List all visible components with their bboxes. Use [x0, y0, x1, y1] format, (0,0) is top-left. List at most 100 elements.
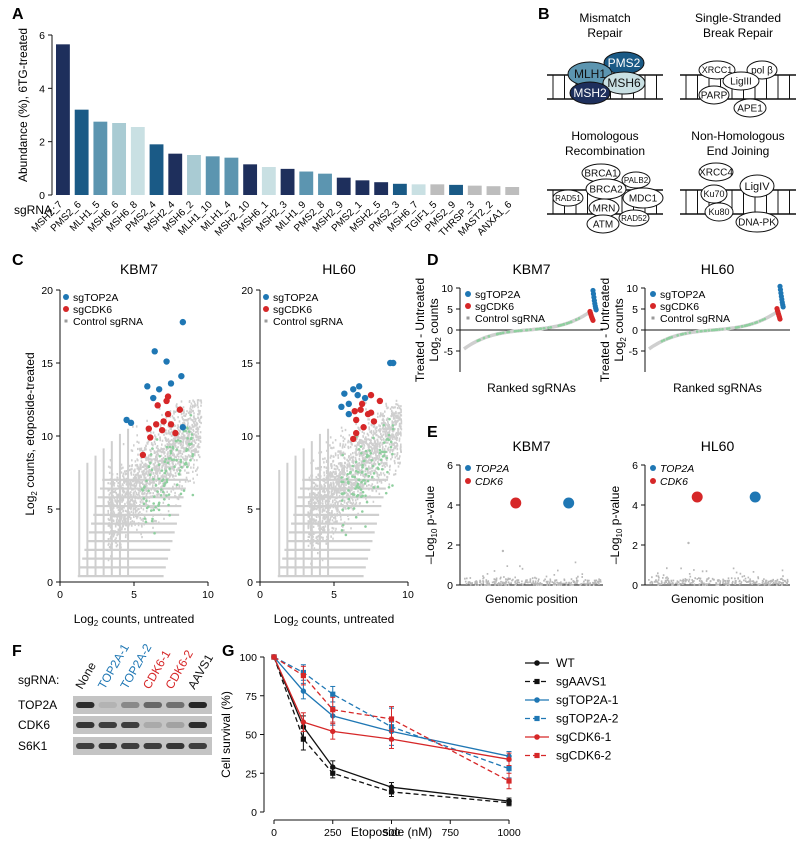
y-tick-label: 25 — [245, 768, 257, 780]
y-tick-label: 5 — [47, 504, 53, 516]
legend-cdk6-dot — [650, 303, 656, 309]
data-point-sgCDK6-2 — [300, 673, 306, 679]
x-axis-label: Etoposide (nM) — [351, 825, 432, 839]
control-point — [506, 330, 509, 334]
cdk6-point — [358, 400, 366, 408]
protein-label: PALB2 — [624, 176, 649, 185]
blot-membrane — [73, 716, 212, 734]
control-point — [707, 329, 711, 332]
blot-row-label: S6K1 — [18, 739, 48, 753]
panel-letter-b: B — [538, 6, 550, 23]
control-point — [164, 482, 167, 485]
protein-ATM — [586, 214, 620, 234]
control-point — [150, 468, 154, 472]
top2a-point — [341, 390, 348, 397]
bar-MLH1_5 — [93, 121, 108, 195]
control-point — [190, 433, 194, 436]
panel-f-western-blot: sgRNA: NoneTOP2A-1TOP2A-2CDK6-1CDK6-2AAVS… — [18, 641, 216, 755]
y-tick-label: 0 — [47, 577, 53, 589]
control-point — [529, 328, 532, 332]
panel-letter-a: A — [12, 6, 24, 23]
legend-marker — [534, 734, 540, 740]
control-point — [377, 467, 380, 471]
y-tick-label: 0 — [251, 807, 257, 819]
control-point — [162, 484, 166, 488]
legend-control-dot — [264, 319, 268, 323]
control-point — [365, 455, 369, 459]
control-point — [347, 497, 351, 501]
protein-label: APE1 — [737, 104, 763, 115]
control-point — [383, 454, 386, 457]
background-sgrnas — [464, 561, 602, 586]
data-point-sgCDK6-2 — [506, 778, 512, 784]
y-tick-label: 15 — [41, 358, 53, 370]
y-axis-label: Cell survival (%) — [219, 691, 233, 778]
top2a-point — [144, 383, 151, 390]
y-axis-label: –Log10 p-value — [423, 486, 439, 565]
background-point — [501, 549, 505, 553]
control-point — [185, 426, 189, 430]
control-point — [145, 479, 148, 483]
cdk6-point — [172, 429, 179, 437]
control-point — [562, 323, 566, 326]
y-tick-label: 6 — [39, 30, 45, 42]
control-point — [704, 329, 708, 332]
protein-LigIV — [739, 174, 775, 198]
control-point — [361, 466, 364, 469]
legend-top2a: sgTOP2A — [273, 292, 318, 304]
control-point — [737, 325, 740, 329]
control-point — [365, 500, 369, 504]
y-tick-label: 4 — [447, 500, 453, 512]
control-point — [356, 470, 360, 474]
protein-XRCC4 — [698, 162, 734, 182]
top2a-point — [151, 348, 158, 355]
control-point — [169, 451, 173, 455]
control-point — [179, 439, 182, 443]
control-point — [714, 328, 718, 332]
legend-label-sgCDK6-1: sgCDK6-1 — [556, 730, 612, 744]
legend-control: Control sgRNA — [475, 313, 545, 325]
control-point — [149, 453, 153, 456]
y-tick-label: 75 — [245, 691, 257, 703]
y-tick-label: 0 — [447, 325, 453, 337]
legend-cdk6-dot — [63, 306, 69, 312]
bar-MSH6_2 — [187, 155, 201, 195]
control-point — [536, 327, 539, 331]
control-point — [160, 488, 163, 491]
legend-control-dot — [466, 316, 470, 320]
legend-control-dot — [64, 319, 68, 323]
control-point — [143, 517, 147, 520]
blot-band — [121, 743, 140, 749]
control-point — [391, 484, 394, 487]
control-point — [157, 504, 160, 507]
control-point — [751, 322, 754, 326]
control-point — [151, 447, 154, 450]
protein-label: RAD51 — [555, 194, 581, 203]
control-point — [525, 328, 529, 332]
top2a-point — [345, 410, 352, 418]
legend-top2a-dot — [650, 465, 656, 471]
control-point — [357, 478, 360, 482]
data-point-sgCDK6-2 — [330, 707, 336, 713]
bar-MSH2_10 — [243, 164, 258, 195]
control-point — [145, 499, 148, 503]
repair-title: Non-Homologous — [691, 129, 784, 143]
y-tick-label: 6 — [632, 460, 638, 472]
y-axis-label: Log2 counts — [427, 298, 443, 361]
top2a-point — [593, 307, 599, 313]
control-point — [380, 467, 384, 471]
control-point — [482, 336, 486, 340]
top2a-point — [167, 380, 175, 387]
bar-MLH1_9 — [299, 171, 314, 195]
control-point — [168, 467, 171, 470]
cdk6-point — [139, 451, 147, 459]
protein-label: LigIII — [730, 77, 752, 88]
control-point — [370, 475, 374, 479]
panel-letter-g: G — [222, 643, 234, 660]
x-tick-label: 0 — [257, 589, 263, 601]
control-point — [189, 458, 192, 462]
control-point — [164, 457, 167, 461]
plot-title: HL60 — [322, 261, 356, 277]
control-point — [727, 327, 731, 330]
control-point — [676, 334, 679, 337]
